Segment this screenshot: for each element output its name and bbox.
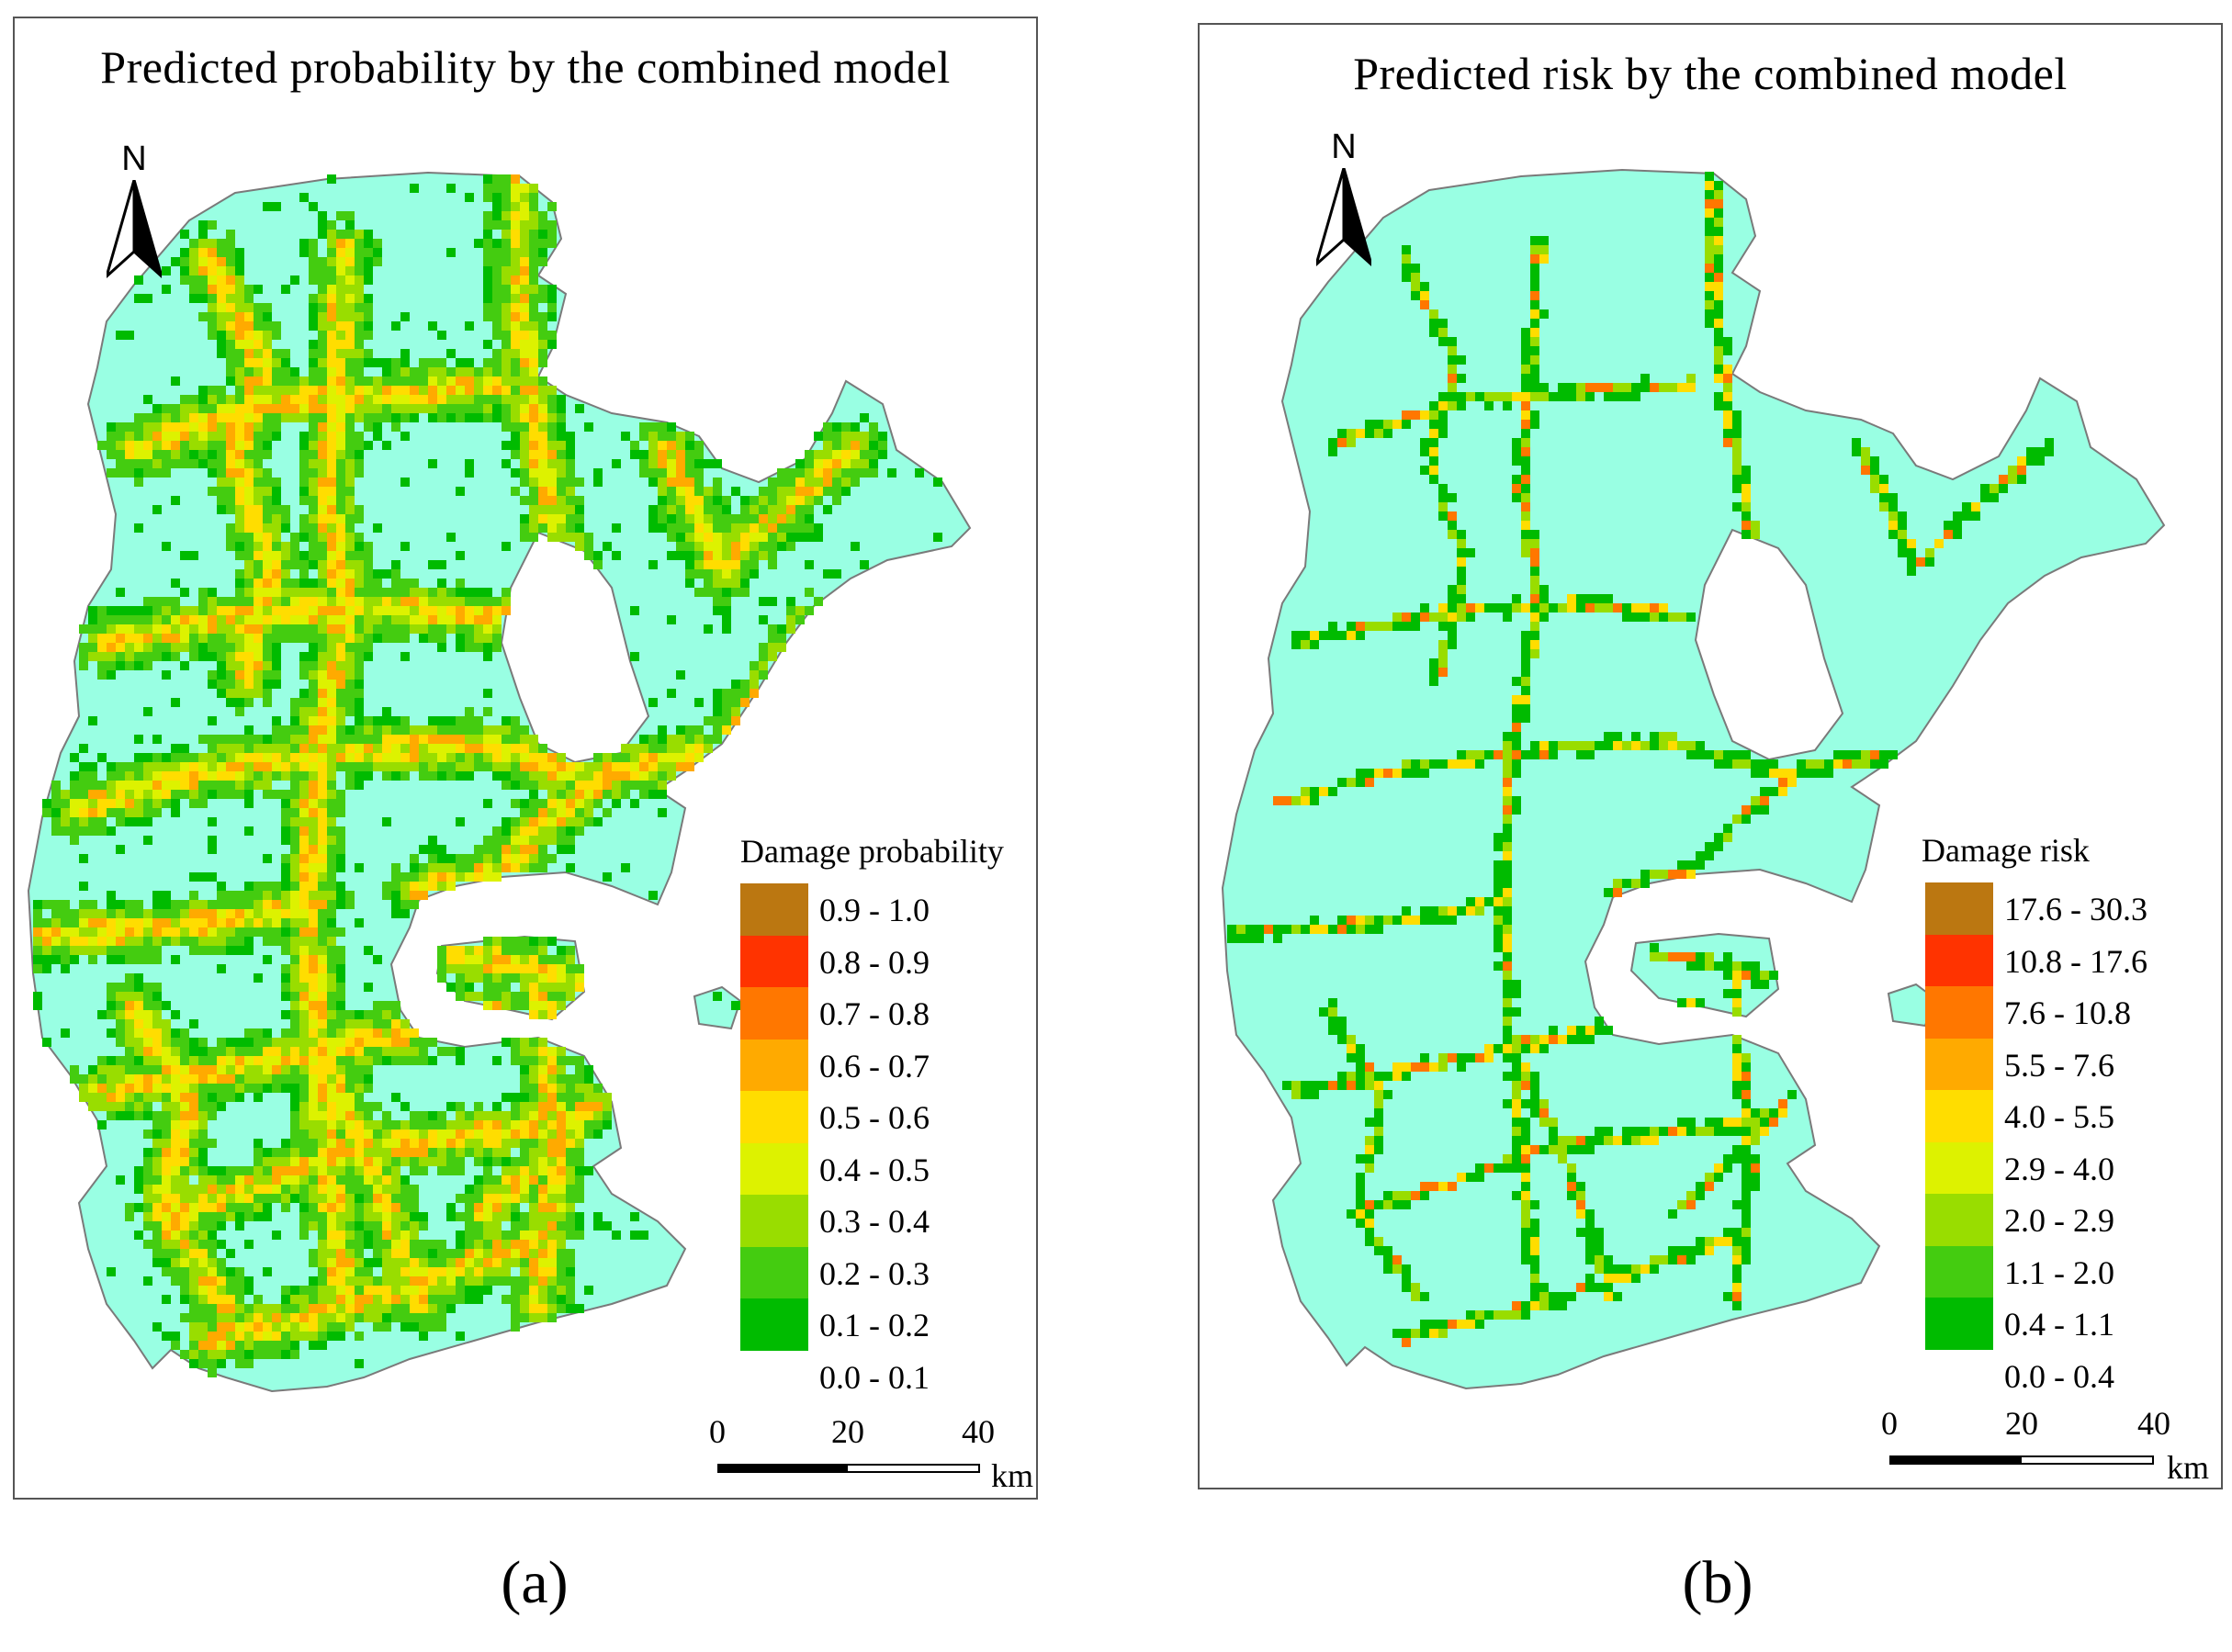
map-canvas-probability [27,171,972,1393]
scale-tick-0: 0 [1881,1405,1898,1442]
map-panel-a: Predicted probability by the combined mo… [13,17,1038,1500]
legend-swatch [740,1246,808,1299]
legend-swatch [1925,1090,1993,1142]
map-canvas-risk [1221,168,2166,1390]
legend-swatch [740,883,808,936]
legend-item: 0.5 - 0.6 [740,1091,1034,1143]
map-layer [27,171,972,1393]
legend-label: 0.8 - 0.9 [819,943,930,981]
legend-label: 1.1 - 2.0 [2004,1253,2114,1291]
scale-segment-white [2020,1455,2154,1465]
legend-swatch [740,1350,808,1403]
land-mainland [1221,168,2166,1390]
legend-label: 4.0 - 5.5 [2004,1098,2114,1135]
legend-item: 0.0 - 0.4 [1925,1349,2219,1402]
legend-swatch [740,1142,808,1196]
scale-segment-white [846,1464,980,1473]
scale-bar: 0 20 40 km [1871,1404,2220,1488]
legend-item: 10.8 - 17.6 [1925,934,2219,987]
legend-swatch [740,1298,808,1351]
map-title: Predicted probability by the combined mo… [100,41,951,93]
scale-tick-40: 40 [962,1413,995,1450]
legend-label: 0.0 - 0.4 [2004,1357,2114,1395]
legend-label: 0.4 - 1.1 [2004,1306,2114,1343]
legend-swatch [1925,986,1993,1039]
scale-bar: 0 20 40 km [699,1412,1036,1498]
north-arrow: N [97,140,171,296]
north-label: N [121,140,147,178]
legend-swatch [740,1195,808,1247]
legend-item: 17.6 - 30.3 [1925,882,2219,935]
legend-item: 0.3 - 0.4 [740,1195,1034,1247]
north-arrow-icon [1316,168,1371,267]
legend-swatch [1925,882,1993,935]
legend-item: 0.6 - 0.7 [740,1039,1034,1092]
legend-label: 5.5 - 7.6 [2004,1046,2114,1084]
legend-swatch [740,1039,808,1092]
north-arrow: N [1307,128,1381,284]
legend-item: 0.8 - 0.9 [740,935,1034,988]
legend-title: Damage probability [740,833,1004,870]
legend-label: 0.3 - 0.4 [819,1203,930,1240]
legend-label: 2.9 - 4.0 [2004,1150,2114,1187]
panel-label-a: (a) [501,1549,569,1616]
legend-label: 0.7 - 0.8 [819,995,930,1032]
scale-tick-20: 20 [831,1413,864,1450]
legend-item: 0.2 - 0.3 [740,1246,1034,1299]
legend: Damage probability 0.9 - 1.0 0.8 - 0.9 0.7… [740,832,1034,1420]
legend-swatch [1925,1245,1993,1298]
legend-item: 0.1 - 0.2 [740,1298,1034,1351]
scale-unit: km [991,1457,1034,1494]
legend-item: 0.4 - 1.1 [1925,1298,2219,1350]
legend-swatch [740,987,808,1040]
north-label: N [1331,128,1357,166]
legend-label: 0.6 - 0.7 [819,1047,930,1084]
legend-label: 0.2 - 0.3 [819,1254,930,1292]
legend-swatch [740,935,808,988]
legend-swatch [1925,1349,1993,1402]
map-panel-b: Predicted risk by the combined model N D… [1198,23,2223,1489]
legend-item: 0.0 - 0.1 [740,1350,1034,1403]
bay-water [1694,528,1844,761]
legend-label: 0.4 - 0.5 [819,1151,930,1188]
panel-label-b: (b) [1682,1549,1753,1616]
legend-title: Damage risk [1922,832,2090,869]
legend-label: 7.6 - 10.8 [2004,995,2131,1031]
legend-label: 0.5 - 0.6 [819,1099,930,1136]
legend-swatch [1925,1038,1993,1091]
raster-cells [1227,172,2054,1347]
scale-segment-black [1889,1455,2022,1465]
legend-swatch [1925,934,1993,987]
legend-swatch [1925,1194,1993,1246]
scale-unit: km [2167,1449,2210,1486]
legend-item: 0.9 - 1.0 [740,883,1034,936]
land-island [693,985,742,1030]
legend-item: 4.0 - 5.5 [1925,1090,2219,1142]
scale-segment-black [717,1464,848,1473]
legend-item: 0.7 - 0.8 [740,987,1034,1040]
legend-label: 0.1 - 0.2 [819,1307,930,1343]
legend-label: 2.0 - 2.9 [2004,1202,2114,1239]
legend-label: 0.9 - 1.0 [819,892,930,928]
legend-item: 7.6 - 10.8 [1925,986,2219,1039]
legend-label: 0.0 - 0.1 [819,1358,930,1396]
legend-item: 1.1 - 2.0 [1925,1245,2219,1298]
legend-label: 17.6 - 30.3 [2004,891,2147,927]
scale-tick-40: 40 [2137,1405,2170,1442]
legend-swatch [1925,1141,1993,1195]
legend-item: 5.5 - 7.6 [1925,1038,2219,1091]
scale-tick-20: 20 [2005,1405,2038,1442]
legend-item: 2.9 - 4.0 [1925,1141,2219,1195]
legend-item: 2.0 - 2.9 [1925,1194,2219,1246]
legend-item: 0.4 - 0.5 [740,1142,1034,1196]
map-title: Predicted risk by the combined model [1353,48,2068,99]
map-layer [1221,168,2166,1390]
legend-swatch [740,1091,808,1143]
scale-tick-0: 0 [709,1413,726,1450]
legend-swatch [1925,1298,1993,1350]
legend-label: 10.8 - 17.6 [2004,942,2147,980]
raster-cells [33,174,942,1377]
north-arrow-icon [107,180,162,279]
legend: Damage risk 17.6 - 30.3 10.8 - 17.6 7.6 - … [1922,831,2219,1419]
